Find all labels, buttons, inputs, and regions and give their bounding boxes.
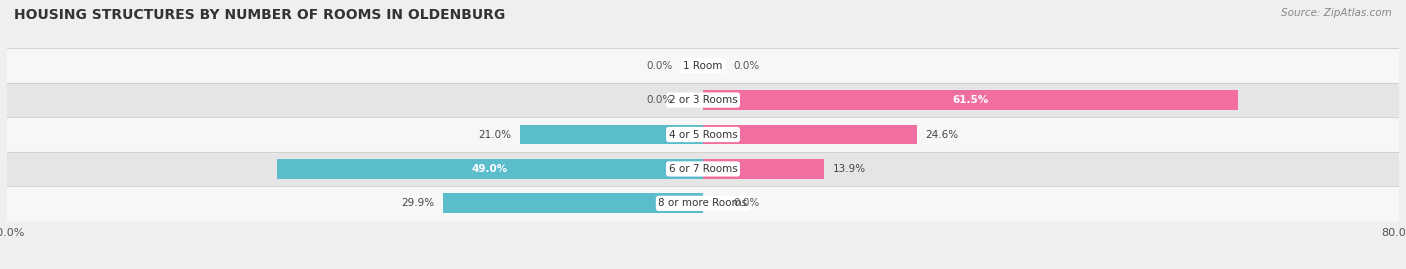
- Text: HOUSING STRUCTURES BY NUMBER OF ROOMS IN OLDENBURG: HOUSING STRUCTURES BY NUMBER OF ROOMS IN…: [14, 8, 505, 22]
- Bar: [7, 83, 1399, 117]
- Text: 1 Room: 1 Room: [683, 61, 723, 71]
- Bar: [703, 159, 824, 179]
- Text: 49.0%: 49.0%: [472, 164, 508, 174]
- Text: 13.9%: 13.9%: [832, 164, 866, 174]
- Bar: [277, 159, 703, 179]
- Text: 29.9%: 29.9%: [401, 198, 434, 208]
- Text: 21.0%: 21.0%: [478, 129, 512, 140]
- Text: Source: ZipAtlas.com: Source: ZipAtlas.com: [1281, 8, 1392, 18]
- Bar: [7, 48, 1399, 83]
- Bar: [7, 186, 1399, 221]
- Text: 0.0%: 0.0%: [734, 61, 759, 71]
- Text: 8 or more Rooms: 8 or more Rooms: [658, 198, 748, 208]
- Bar: [520, 125, 703, 144]
- Text: 6 or 7 Rooms: 6 or 7 Rooms: [669, 164, 737, 174]
- Bar: [7, 152, 1399, 186]
- Text: 61.5%: 61.5%: [952, 95, 988, 105]
- Text: 2 or 3 Rooms: 2 or 3 Rooms: [669, 95, 737, 105]
- Text: 24.6%: 24.6%: [925, 129, 959, 140]
- Bar: [703, 125, 917, 144]
- Text: 0.0%: 0.0%: [734, 198, 759, 208]
- Bar: [703, 90, 1239, 110]
- Bar: [7, 117, 1399, 152]
- Bar: [443, 193, 703, 213]
- Text: 4 or 5 Rooms: 4 or 5 Rooms: [669, 129, 737, 140]
- Text: 0.0%: 0.0%: [647, 61, 672, 71]
- Text: 0.0%: 0.0%: [647, 95, 672, 105]
